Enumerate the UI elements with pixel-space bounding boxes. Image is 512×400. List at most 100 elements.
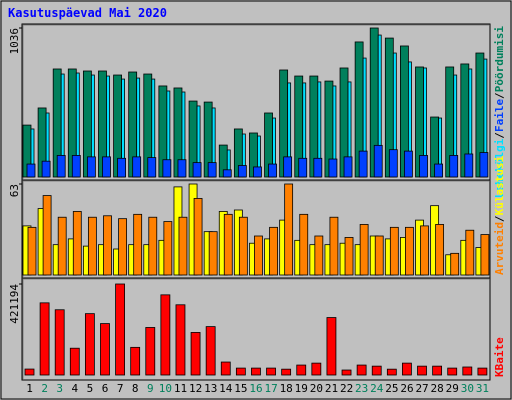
- bar: [178, 216, 188, 276]
- bar: [405, 226, 414, 276]
- y-tick-label: 1036: [8, 28, 21, 55]
- bar: [296, 364, 307, 376]
- bar: [328, 158, 338, 178]
- bar: [298, 157, 308, 178]
- y-tick-label: 421194: [8, 284, 21, 324]
- bar: [388, 149, 398, 178]
- x-tick-label: 17: [264, 382, 277, 395]
- bar: [42, 195, 52, 276]
- bar: [205, 326, 216, 376]
- bar: [477, 367, 488, 376]
- bar: [39, 302, 50, 376]
- bar: [132, 156, 142, 178]
- legend-entry: KBaite: [493, 337, 506, 377]
- bar: [313, 157, 323, 178]
- bar: [27, 226, 37, 276]
- bar: [462, 366, 473, 376]
- x-tick-label: 4: [72, 382, 79, 395]
- x-tick-label: 10: [159, 382, 172, 395]
- x-tick-label: 16: [249, 382, 262, 395]
- bar: [86, 156, 96, 178]
- x-tick-label: 8: [132, 382, 139, 395]
- bar: [434, 163, 444, 178]
- bar: [148, 216, 158, 276]
- legend-entry: Pöördumisi: [493, 26, 506, 93]
- bar: [160, 294, 171, 376]
- x-tick-label: 5: [87, 382, 94, 395]
- bar: [281, 368, 292, 376]
- panel: [21, 277, 491, 381]
- bar: [359, 224, 369, 276]
- bar: [480, 234, 490, 276]
- x-tick-label: 30: [461, 382, 474, 395]
- bar: [268, 163, 277, 178]
- bar: [192, 162, 202, 178]
- x-tick-label: 22: [340, 382, 353, 395]
- bar: [133, 213, 143, 276]
- bar: [450, 252, 460, 276]
- bar: [26, 163, 36, 178]
- bar: [329, 216, 339, 276]
- bar: [465, 229, 475, 276]
- bar: [24, 368, 35, 376]
- x-tick-label: 28: [431, 382, 444, 395]
- bar: [102, 156, 111, 178]
- bar: [163, 221, 173, 276]
- bar: [371, 365, 382, 376]
- bar: [356, 364, 367, 376]
- bar: [344, 237, 354, 276]
- bar: [283, 156, 293, 178]
- x-tick-label: 9: [147, 382, 154, 395]
- x-tick-label: 29: [446, 382, 459, 395]
- bar: [208, 231, 218, 276]
- x-tick-label: 21: [325, 382, 338, 395]
- x-tick-label: 1: [26, 382, 33, 395]
- x-tick-label: 12: [189, 382, 202, 395]
- bar: [115, 283, 125, 376]
- bar: [175, 304, 186, 376]
- bar: [193, 198, 203, 276]
- bar: [311, 362, 322, 376]
- legend-separator: /: [493, 132, 506, 139]
- bar: [269, 226, 278, 276]
- x-tick-label: 13: [204, 382, 217, 395]
- bar: [299, 213, 309, 276]
- legend-separator: /: [493, 215, 506, 222]
- x-tick-label: 25: [385, 382, 398, 395]
- bar: [56, 155, 66, 178]
- x-tick-label: 20: [310, 382, 323, 395]
- bar: [237, 165, 247, 178]
- legend-entry: Külastusi: [493, 155, 506, 215]
- x-tick-label: 11: [174, 382, 187, 395]
- bar: [251, 367, 261, 376]
- x-tick-label: 18: [280, 382, 293, 395]
- bar: [177, 159, 187, 178]
- legend: KBaite: [493, 337, 506, 377]
- bar: [41, 160, 51, 178]
- x-tick-label: 26: [400, 382, 413, 395]
- bar: [419, 155, 428, 178]
- x-tick-label: 7: [117, 382, 124, 395]
- bar: [147, 157, 157, 178]
- legend: Lehekülgi/Faile/Pöördumisi: [493, 26, 506, 199]
- x-tick-label: 2: [41, 382, 48, 395]
- bar: [254, 235, 263, 276]
- bar: [57, 216, 67, 276]
- bar: [284, 183, 294, 276]
- bar: [84, 313, 95, 376]
- bar: [449, 155, 459, 178]
- bar: [87, 216, 97, 276]
- bar: [145, 327, 156, 376]
- bar: [54, 309, 65, 376]
- bar: [389, 226, 399, 276]
- bar: [432, 365, 443, 376]
- bar: [190, 332, 201, 376]
- x-tick-label: 14: [219, 382, 233, 395]
- x-tick-label: 24: [370, 382, 384, 395]
- legend: Arvuteid/Külastusi: [493, 155, 506, 275]
- bar: [417, 365, 427, 376]
- x-tick-label: 31: [476, 382, 489, 395]
- bar: [404, 150, 413, 178]
